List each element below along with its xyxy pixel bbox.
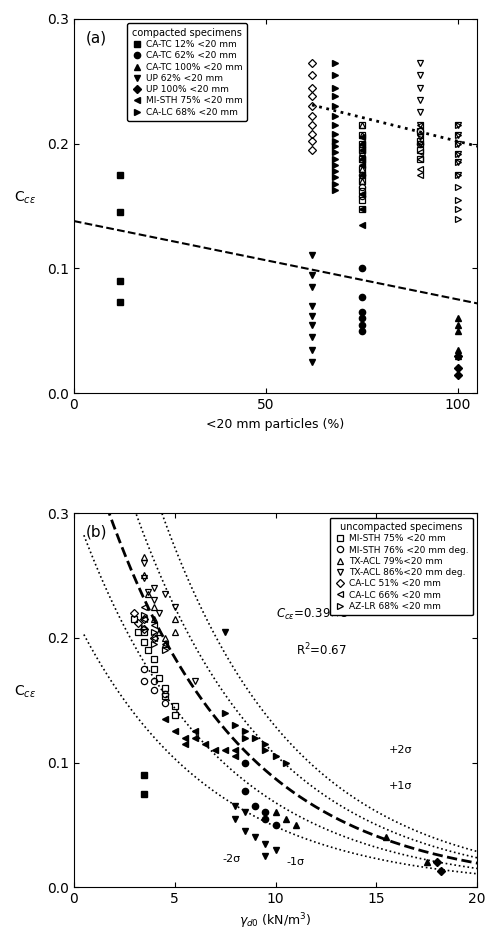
Text: +2σ: +2σ: [389, 745, 412, 754]
Legend: MI-STH 75% <20 mm, MI-STH 76% <20 mm deg., TX-ACL 79%<20 mm, TX-ACL 86%<20 mm de: MI-STH 75% <20 mm, MI-STH 76% <20 mm deg…: [330, 517, 473, 615]
Text: (b): (b): [86, 524, 107, 539]
Text: $C_{c\varepsilon}$=0.39$\times$e$^{(-0.15\times\gamma_{d0})}$: $C_{c\varepsilon}$=0.39$\times$e$^{(-0.1…: [276, 604, 402, 622]
Text: +1σ: +1σ: [389, 781, 412, 791]
Y-axis label: C$_{c\varepsilon}$: C$_{c\varepsilon}$: [14, 683, 36, 700]
Text: (a): (a): [86, 30, 107, 45]
Text: R$^2$=0.67: R$^2$=0.67: [296, 642, 346, 658]
Text: -1σ: -1σ: [287, 857, 305, 867]
X-axis label: $\gamma_{d0}$ (kN/m$^3$): $\gamma_{d0}$ (kN/m$^3$): [239, 912, 312, 932]
Text: -2σ: -2σ: [222, 854, 240, 865]
X-axis label: <20 mm particles (%): <20 mm particles (%): [207, 417, 344, 430]
Legend: CA-TC 12% <20 mm, CA-TC 62% <20 mm, CA-TC 100% <20 mm, UP 62% <20 mm, UP 100% <2: CA-TC 12% <20 mm, CA-TC 62% <20 mm, CA-T…: [127, 24, 247, 121]
Y-axis label: C$_{c\varepsilon}$: C$_{c\varepsilon}$: [14, 190, 36, 206]
